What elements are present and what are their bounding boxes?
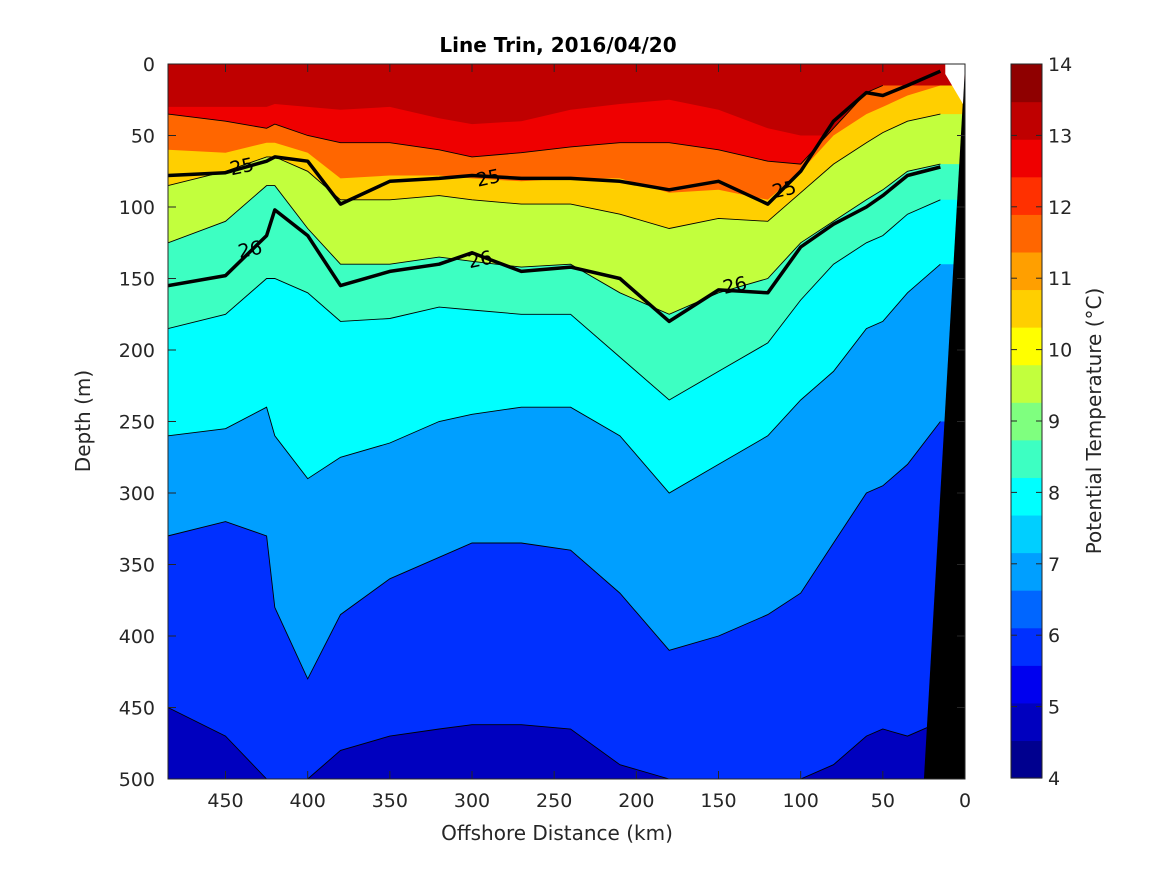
- isotherm-line: [168, 199, 941, 401]
- colorbar-tick-label: 8: [1048, 482, 1060, 504]
- colorbar-segment: [1011, 176, 1042, 215]
- isotherm-lines-layer: [168, 85, 941, 779]
- colorbar-tick-label: 5: [1048, 697, 1060, 719]
- x-tick-label: 100: [783, 790, 819, 812]
- density-contours-layer: [168, 69, 942, 324]
- colorbar-segment: [1011, 590, 1042, 629]
- x-tick-label: 50: [871, 790, 895, 812]
- colorbar-tick-label: 11: [1048, 268, 1072, 290]
- colorbar: [1011, 64, 1042, 779]
- colorbar-tick-label: 10: [1048, 340, 1072, 362]
- colorbar-segment: [1011, 627, 1042, 666]
- no-data-gap: [945, 64, 965, 104]
- x-tick-label: 150: [700, 790, 736, 812]
- colorbar-segment: [1011, 251, 1042, 291]
- colorbar-segment: [1011, 327, 1042, 366]
- x-axis-title: Offshore Distance (km): [441, 821, 673, 845]
- colorbar-segment: [1011, 101, 1042, 140]
- colorbar-segment: [1011, 552, 1042, 591]
- x-tick-label: 200: [618, 790, 654, 812]
- colorbar-ticks: 4 5 6 7 8 9 10 11 12 13 14: [1011, 54, 1072, 790]
- colorbar-segment: [1011, 439, 1042, 478]
- isotherm-line: [168, 85, 883, 165]
- colorbar-tick-label: 13: [1048, 125, 1072, 147]
- colorbar-tick-label: 7: [1048, 554, 1060, 576]
- bathymetry-mask: [923, 64, 965, 779]
- x-tick-label: 400: [290, 790, 326, 812]
- contour-labels-layer: 25 25 25 26 26 26: [228, 154, 799, 299]
- x-tick-label: 250: [536, 790, 572, 812]
- colorbar-segment: [1011, 289, 1042, 328]
- isotherm-line: [168, 163, 941, 315]
- colorbar-title: Potential Temperature (°C): [1082, 288, 1106, 555]
- contour-label: 26: [721, 272, 749, 299]
- y-tick-label: 450: [119, 698, 155, 720]
- colorbar-segment: [1011, 364, 1042, 403]
- colorbar-segment: [1011, 665, 1042, 704]
- density-contour-25: [168, 69, 942, 206]
- colorbar-segment: [1011, 740, 1042, 779]
- colorbar-segment: [1011, 514, 1042, 554]
- colorbar-tick-label: 9: [1048, 411, 1060, 433]
- contour-label: 26: [466, 247, 494, 274]
- colorbar-tick-label: 12: [1048, 197, 1072, 219]
- y-tick-label: 200: [119, 340, 155, 362]
- y-tick-label: 500: [119, 769, 155, 791]
- colorbar-segment: [1011, 702, 1042, 742]
- isotherm-line: [168, 707, 941, 779]
- colorbar-tick-label: 14: [1048, 54, 1072, 76]
- temperature-fill-layer: [168, 64, 965, 779]
- density-contour-26: [168, 165, 941, 324]
- isotherm-line: [168, 421, 941, 680]
- contour-label: 25: [228, 154, 256, 181]
- contour-label: 25: [474, 165, 502, 192]
- contour-label: 25: [770, 177, 798, 204]
- contour-plot-area: 25 25 25 26 26 26: [168, 64, 965, 779]
- x-tick-label: 350: [372, 790, 408, 812]
- y-tick-label: 300: [119, 483, 155, 505]
- y-tick-label: 50: [131, 126, 155, 148]
- x-tick-label: 0: [959, 790, 971, 812]
- colorbar-segment: [1011, 64, 1042, 103]
- chart-title: Line Trin, 2016/04/20: [439, 33, 676, 57]
- x-axis-ticks: 450 400 350 300 250 200 150 100 50 0: [207, 64, 971, 812]
- isotherm-line: [168, 113, 941, 229]
- y-tick-label: 150: [119, 269, 155, 291]
- y-axis-ticks: 0 50 100 150 200 250 300 350 400 450 500: [119, 54, 965, 791]
- y-tick-label: 0: [143, 54, 155, 76]
- y-tick-label: 350: [119, 555, 155, 577]
- temperature-band: [168, 707, 965, 779]
- temperature-band: [168, 421, 965, 779]
- y-tick-label: 100: [119, 197, 155, 219]
- y-tick-label: 250: [119, 412, 155, 434]
- colorbar-tick-label: 4: [1048, 768, 1060, 790]
- x-tick-label: 300: [454, 790, 490, 812]
- colorbar-segment: [1011, 477, 1042, 516]
- y-tick-label: 400: [119, 626, 155, 648]
- y-axis-title: Depth (m): [71, 370, 95, 472]
- isotherm-line: [168, 263, 941, 494]
- x-tick-label: 450: [207, 790, 243, 812]
- colorbar-tick-label: 6: [1048, 625, 1060, 647]
- colorbar-segment: [1011, 139, 1042, 178]
- contour-label: 26: [236, 237, 264, 264]
- colorbar-segment: [1011, 214, 1042, 253]
